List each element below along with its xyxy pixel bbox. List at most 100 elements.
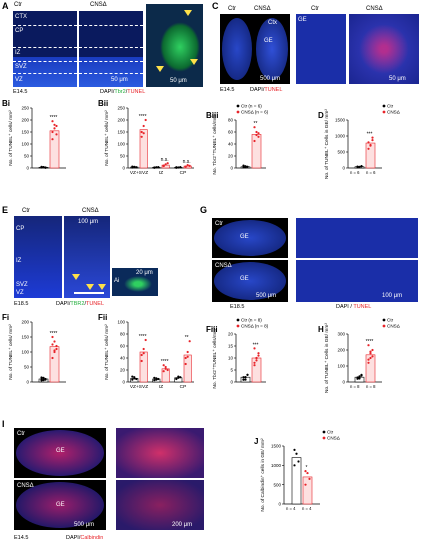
- d-ncount-0: n = 6: [350, 170, 360, 175]
- h-ytick-label-3: 300: [337, 332, 345, 337]
- fi-ytick-label-1: 50: [24, 365, 30, 370]
- e-zone-cp: CP: [16, 226, 25, 232]
- biii-ytick-label-4: 80: [228, 118, 234, 123]
- j-point-cns-0-3: [304, 470, 307, 473]
- bii-point-ctr-1-3: [153, 166, 156, 169]
- d-ytick-label-2: 1000: [335, 134, 346, 139]
- fii-ytick-label-1: 20: [120, 368, 126, 373]
- fi-point-cns-0-0: [51, 356, 54, 360]
- chart-bii: Bii 0 50 100 150 200 250 No. of TUNEL⁺ cells/ m…: [98, 99, 194, 176]
- fiii-ytick-label-2: 10: [228, 356, 234, 361]
- i-ge1-label: GE: [56, 448, 65, 454]
- bii-point-cns-0-4: [142, 132, 145, 135]
- e-scale-bar: [74, 292, 104, 294]
- h-legend-label-1: CNSΔ: [387, 324, 400, 329]
- fiii-point-ctr-0-5: [246, 373, 249, 376]
- j-ncount-0: n = 4: [286, 506, 296, 511]
- c-ctx-label: Ctx: [268, 20, 277, 26]
- bii-point-cns-1-2: [166, 162, 169, 165]
- fii-category-1: IZ: [159, 384, 163, 390]
- bii-point-ctr-2-1: [177, 166, 180, 169]
- i-cns-label: CNSΔ: [17, 483, 34, 489]
- e-inset-micrograph: Ai 20 μm: [112, 268, 158, 296]
- biii-point-ctr-0-3: [242, 164, 245, 167]
- h-point-cns-0-2: [371, 348, 374, 352]
- bi-point-ctr-0-4: [42, 165, 45, 169]
- bii-sig-1: n.s.: [161, 157, 169, 163]
- c-cns-label: CNSΔ: [254, 6, 271, 12]
- row5-charts: J 0 500 1000 1500 No. of Calbindin⁺ cells in …: [254, 430, 340, 512]
- bii-category-1: IZ: [159, 170, 163, 176]
- biii-point-ctr-0-0: [242, 166, 245, 169]
- a-zone-ctx: CTX: [15, 14, 27, 20]
- panel-label-c: C: [212, 1, 219, 11]
- biii-legend-label-0: Ctr (n = 6): [241, 104, 262, 109]
- biii-point-ctr-0-4: [244, 166, 247, 169]
- panel-label-fi: Fi: [2, 313, 9, 322]
- fii-point-ctr-2-2: [179, 376, 182, 379]
- fii-point-cns-1-3: [162, 364, 165, 367]
- biii-legend-label-1: CNSΔ (n = 6): [241, 110, 269, 115]
- bii-ytick-label-5: 250: [117, 106, 125, 111]
- i-age: E14.5: [14, 535, 29, 541]
- fiii-legend-marker-1: [236, 324, 240, 328]
- fii-point-cns-0-3: [140, 353, 143, 357]
- j-legend-marker-1: [322, 436, 326, 440]
- fiii-legend-label-0: Ctr (n = 8): [241, 318, 262, 323]
- bi-ytick-label-0: 0: [26, 166, 29, 171]
- g-cns-whole-micrograph: CNSΔ GE 500 μm: [212, 260, 288, 302]
- fi-ytick-label-3: 150: [21, 335, 29, 340]
- j-ytick-label-2: 1000: [271, 463, 282, 468]
- j-point-ctr-0-1: [295, 452, 298, 455]
- bii-point-ctr-0-3: [131, 165, 134, 168]
- j-point-ctr-0-3: [293, 448, 296, 451]
- d-point-cns-0-0: [367, 147, 370, 150]
- d-point-ctr-0-3: [356, 165, 359, 168]
- e-scale: 100 μm: [78, 219, 99, 225]
- d-ytick-label-3: 1500: [335, 118, 346, 123]
- fii-ytick-label-4: 80: [120, 332, 126, 337]
- chart-fi: Fi 0 50 100 150 200 No. of TUNEL⁺ cells/ mm² **…: [2, 313, 66, 385]
- bii-point-cns-2-3: [184, 165, 187, 168]
- j-point-cns-0-1: [306, 471, 309, 475]
- d-legend-label-1: CNSΔ: [387, 110, 400, 115]
- a-cns-vz-band: [79, 57, 143, 87]
- chart-biii: Biii 0 20 40 60 80 No. Tbr2⁺TUNEL⁺ cells/mm² **…: [206, 104, 269, 175]
- e-arrowhead-3: [98, 284, 106, 290]
- fi-sig-0: ****: [50, 331, 58, 337]
- bi-ytick-label-5: 250: [21, 106, 29, 111]
- fiii-point-cns-0-5: [257, 354, 260, 357]
- bi-ytick-label-1: 50: [24, 154, 30, 159]
- a-zone-cp: CP: [15, 28, 24, 34]
- i-ctr-ge-micrograph: [116, 428, 204, 478]
- fi-point-ctr-0-3: [40, 376, 43, 379]
- g-scale2: 100 μm: [382, 293, 403, 299]
- c-scale1: 500 μm: [260, 76, 281, 82]
- fiii-point-cns-0-0: [253, 364, 256, 367]
- bi-bar-cns-0: [49, 130, 60, 169]
- fi-point-ctr-0-7: [42, 376, 45, 379]
- h-point-cns-0-4: [369, 352, 372, 355]
- fii-point-cns-0-4: [142, 352, 145, 355]
- biii-ytick-label-0: 0: [230, 166, 233, 171]
- fii-point-cns-2-0: [184, 362, 187, 366]
- h-point-ctr-0-7: [358, 377, 361, 380]
- h-point-cns-0-6: [367, 358, 370, 361]
- g-cns-hemisphere: [214, 262, 286, 300]
- fii-bar-cns-2: [183, 354, 192, 383]
- h-ncount-1: n = 8: [366, 384, 376, 389]
- fiii-sig-0: ***: [253, 342, 259, 348]
- bii-ytick-label-4: 200: [117, 118, 125, 123]
- fi-point-ctr-0-6: [40, 378, 43, 381]
- e-ctr-micrograph: CP IZ SVZ VZ: [14, 216, 62, 298]
- a-cns-dash1: [79, 25, 143, 26]
- bii-point-cns-1-1: [164, 163, 167, 166]
- c-tunel-signal: [359, 24, 409, 74]
- a-zoom-arrowhead-2: [156, 66, 164, 72]
- bi-point-ctr-0-5: [44, 166, 47, 169]
- h-point-cns-0-3: [367, 344, 370, 347]
- fii-point-cns-1-2: [166, 368, 169, 372]
- bii-ytick-label-0: 0: [122, 166, 125, 171]
- c-whole-brain-micrograph: Ctx GE 500 μm: [220, 14, 290, 84]
- a-cns-dash4: [79, 73, 143, 74]
